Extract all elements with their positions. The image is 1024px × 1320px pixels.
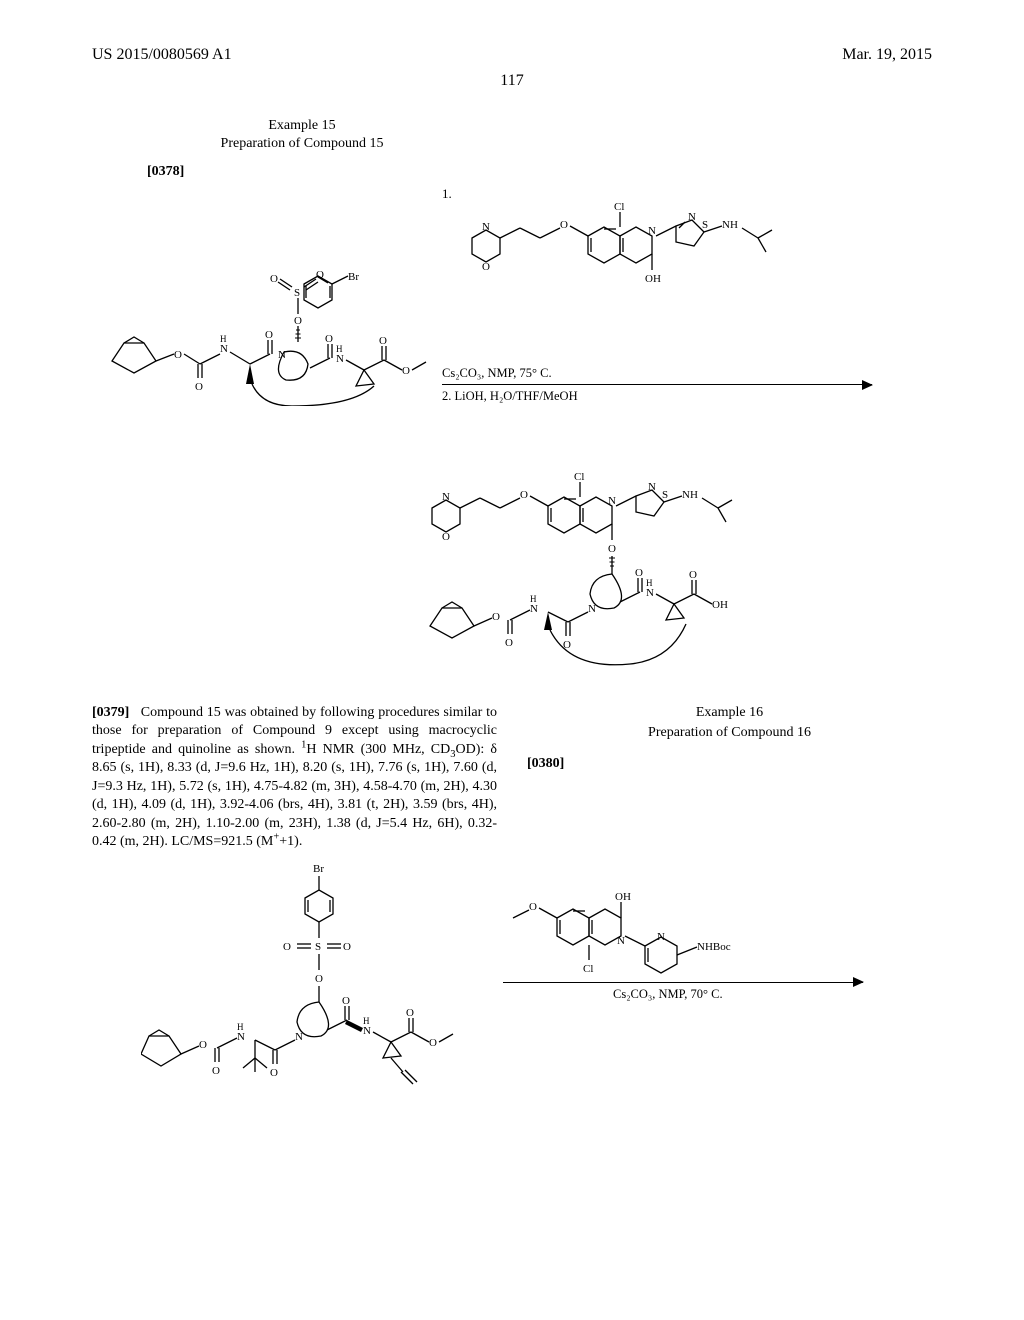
svg-text:Br: Br	[313, 863, 324, 875]
scheme-example-16: Br S O O O N O	[92, 858, 932, 1118]
svg-text:O: O	[195, 381, 203, 393]
svg-text:N: N	[617, 935, 625, 947]
svg-text:O: O	[379, 335, 387, 347]
svg-text:N: N	[336, 353, 344, 365]
svg-text:O: O	[283, 941, 291, 953]
svg-text:O: O	[608, 543, 616, 555]
svg-text:N: N	[442, 491, 450, 503]
svg-text:O: O	[325, 333, 333, 345]
publication-date: Mar. 19, 2015	[842, 46, 932, 64]
para-0379: [0379]	[92, 705, 129, 720]
svg-text:O: O	[520, 489, 528, 501]
publication-number: US 2015/0080569 A1	[92, 46, 232, 64]
svg-text:N: N	[688, 211, 696, 223]
svg-text:O: O	[429, 1037, 437, 1049]
svg-text:O: O	[294, 315, 302, 327]
svg-text:O: O	[270, 1067, 278, 1079]
svg-text:O: O	[635, 567, 643, 579]
reagent-step-1-label: 1.	[442, 186, 452, 202]
svg-text:N: N	[295, 1031, 303, 1043]
svg-text:N: N	[648, 225, 656, 237]
reaction-arrow-ex16: Cs₂CO₃, NMP, 70° C.	[503, 982, 863, 983]
svg-text:O: O	[482, 261, 490, 273]
svg-text:NH: NH	[682, 489, 698, 501]
svg-text:O: O	[442, 531, 450, 543]
arrow-conditions-top-ex15: Cs₂CO₃, NMP, 75° C.	[442, 366, 552, 381]
compound-15-nmr-text: 1H NMR (300 MHz, CD3OD): δ 8.65 (s, 1H),…	[92, 742, 497, 849]
svg-text:N: N	[657, 931, 665, 943]
svg-text:O: O	[689, 569, 697, 581]
svg-text:O: O	[505, 637, 513, 649]
svg-text:S: S	[702, 219, 708, 231]
svg-text:O: O	[315, 973, 323, 985]
structure-sm-brosylate-macrocycle: O O N H O N	[92, 186, 432, 406]
svg-text:Cl: Cl	[574, 471, 584, 483]
svg-text:H: H	[220, 334, 227, 344]
svg-text:N: N	[237, 1031, 245, 1043]
svg-text:N: N	[530, 603, 538, 615]
structure-quinoline-reagent-ex16: O N OH Cl N NHBo	[503, 858, 883, 978]
svg-text:O: O	[265, 329, 273, 341]
svg-text:H: H	[363, 1016, 370, 1026]
svg-text:NH: NH	[722, 219, 738, 231]
svg-text:O: O	[529, 901, 537, 913]
svg-text:O: O	[402, 365, 410, 377]
svg-text:O: O	[270, 273, 278, 285]
arrow-conditions-ex16: Cs₂CO₃, NMP, 70° C.	[613, 987, 723, 1002]
svg-text:H: H	[237, 1022, 244, 1032]
scheme-example-15: O O N H O N	[92, 186, 932, 686]
svg-text:N: N	[646, 587, 654, 599]
svg-text:O: O	[343, 941, 351, 953]
svg-text:OH: OH	[645, 273, 661, 285]
svg-text:N: N	[588, 603, 596, 615]
svg-text:N: N	[220, 343, 228, 355]
example-15-subtitle: Preparation of Compound 15	[147, 136, 457, 152]
svg-text:S: S	[315, 941, 321, 953]
svg-text:OH: OH	[615, 891, 631, 903]
svg-text:O: O	[492, 611, 500, 623]
structure-quinoline-reagent-ex15: N O O N Cl	[452, 186, 882, 306]
para-0380: [0380]	[527, 756, 564, 771]
svg-text:H: H	[530, 594, 537, 604]
arrow-conditions-bot-ex15: 2. LiOH, H₂O/THF/MeOH	[442, 389, 578, 404]
svg-text:S: S	[662, 489, 668, 501]
svg-text:O: O	[174, 349, 182, 361]
svg-text:O: O	[212, 1065, 220, 1077]
svg-text:NHBoc: NHBoc	[697, 941, 731, 953]
svg-text:O: O	[199, 1039, 207, 1051]
svg-text:Cl: Cl	[614, 201, 624, 213]
svg-text:O: O	[342, 995, 350, 1007]
svg-text:OH: OH	[712, 599, 728, 611]
page-number: 117	[92, 72, 932, 90]
example-16-title: Example 16	[527, 704, 932, 722]
svg-text:S: S	[294, 287, 300, 299]
svg-text:N: N	[482, 221, 490, 233]
svg-text:H: H	[646, 578, 653, 588]
svg-text:O: O	[406, 1007, 414, 1019]
svg-text:O: O	[560, 219, 568, 231]
svg-text:Br: Br	[348, 271, 359, 283]
reaction-arrow-ex15: Cs₂CO₃, NMP, 75° C. 2. LiOH, H₂O/THF/MeO…	[442, 384, 872, 385]
svg-text:H: H	[336, 344, 343, 354]
svg-text:Cl: Cl	[583, 963, 593, 975]
structure-compound-15: N O O N Cl N S	[412, 416, 932, 686]
svg-text:N: N	[608, 495, 616, 507]
example-15-title: Example 15	[147, 118, 457, 134]
example-16-subtitle: Preparation of Compound 16	[527, 724, 932, 742]
para-0378: [0378]	[147, 164, 184, 179]
svg-text:N: N	[648, 481, 656, 493]
svg-text:N: N	[363, 1025, 371, 1037]
structure-sm-brosylate-vinylcyclopropane: Br S O O O N O	[141, 858, 491, 1118]
